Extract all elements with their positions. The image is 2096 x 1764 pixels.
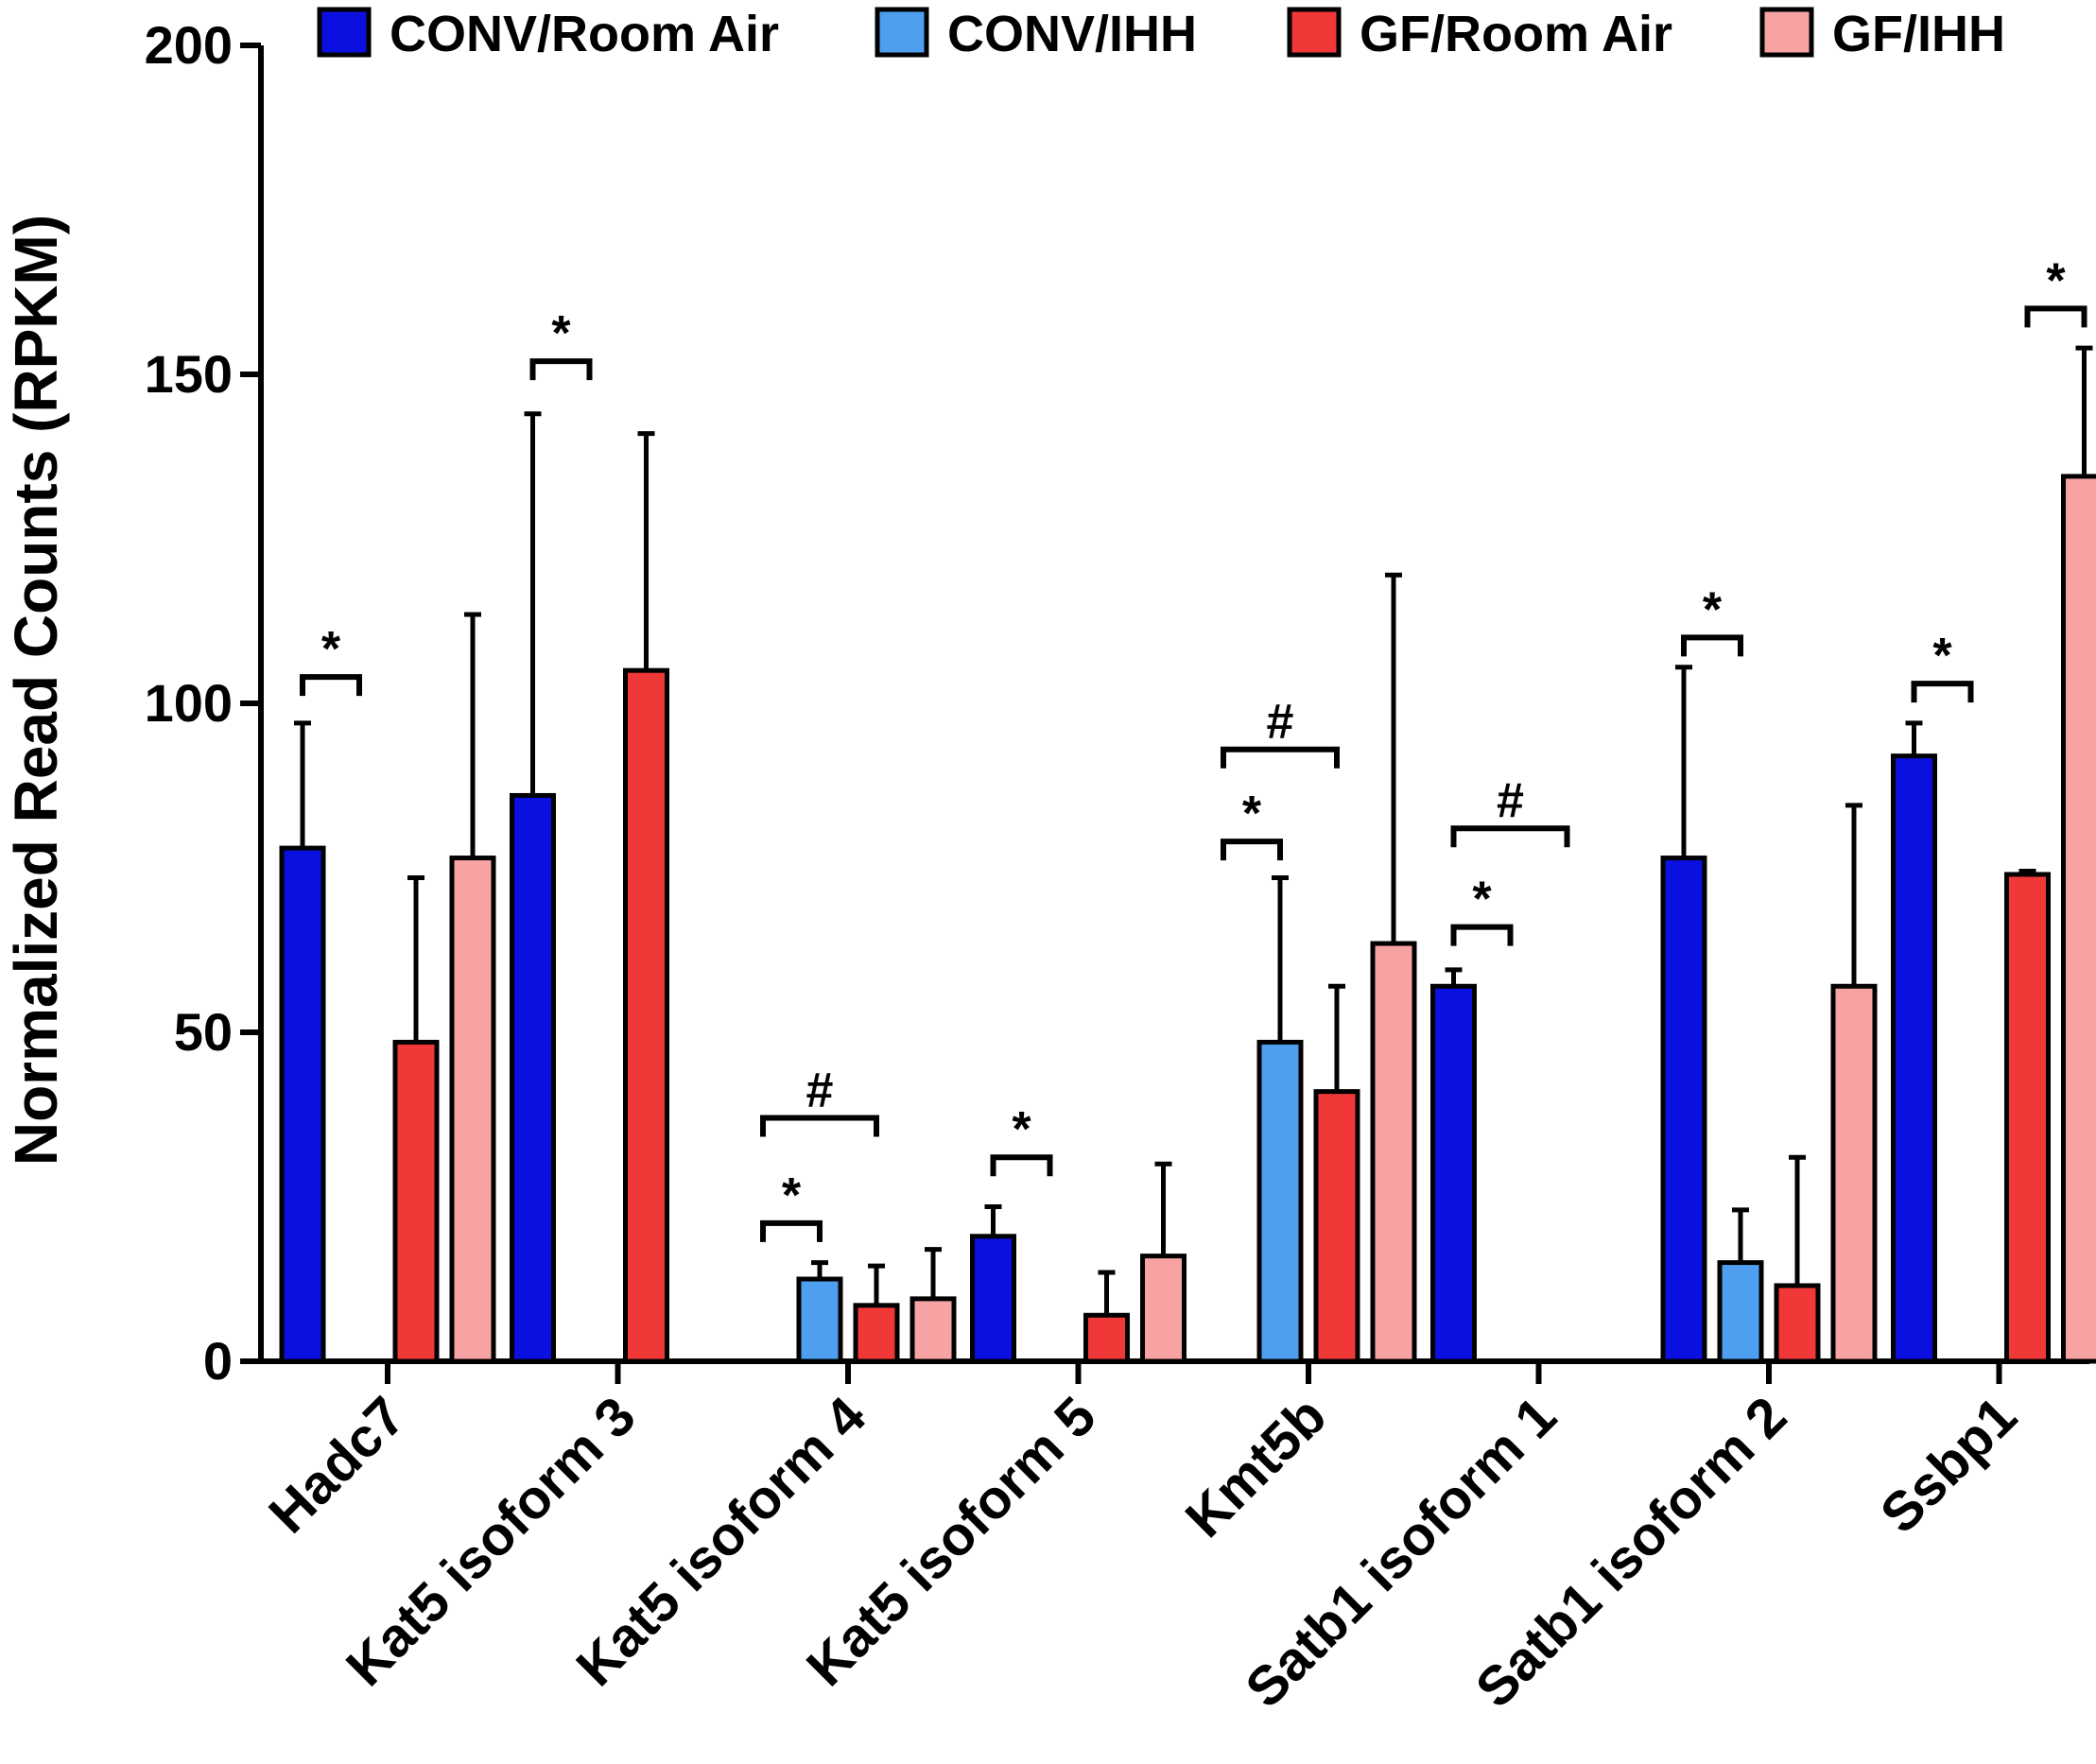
bar-kat5-isoform-4-gf-ihh <box>909 1296 957 1364</box>
bar-kat5-isoform-4-conv-ihh <box>796 1276 843 1364</box>
sig-symbol-satb1-isoform-1-7: * <box>1472 873 1492 927</box>
sig-bracket-kmt5b-6 <box>1221 746 1340 769</box>
significance-annotations: ***#**#*#*** <box>300 253 2087 1242</box>
sig-bracket-kat5-isoform-5-4 <box>990 1154 1053 1177</box>
bar-kat5-isoform-5-gf-room-air <box>1083 1312 1130 1364</box>
bar-hadc7-gf-ihh <box>449 856 496 1364</box>
bar-kat5-isoform-5-gf-ihh <box>1140 1254 1187 1364</box>
y-tick-label-150: 150 <box>145 344 233 404</box>
sig-bracket-satb1-isoform-1-8 <box>1450 825 1570 848</box>
sig-symbol-satb1-isoform-1-8: # <box>1497 773 1524 828</box>
bar-satb1-isoform-2-conv-room-air <box>1660 856 1707 1364</box>
legend-swatch-conv-room-air <box>317 7 372 58</box>
sig-bracket-hadc7-0 <box>300 674 362 697</box>
bar-kmt5b-conv-ihh <box>1256 1039 1304 1364</box>
sig-symbol-kat5-isoform-3-1: * <box>551 306 571 361</box>
bar-kat5-isoform-4-gf-room-air <box>853 1303 900 1364</box>
bar-kmt5b-gf-ihh <box>1370 941 1417 1364</box>
legend-label-conv-ihh: CONV/IHH <box>947 6 1197 62</box>
bar-hadc7-conv-room-air <box>279 845 326 1364</box>
legend-label-conv-room-air: CONV/Room Air <box>390 6 779 62</box>
category-label-kmt5b: Kmt5b <box>1174 1385 1339 1549</box>
bar-hadc7-gf-room-air <box>392 1039 440 1364</box>
legend-label-gf-ihh: GF/IHH <box>1832 6 2005 62</box>
y-tick-label-100: 100 <box>145 673 233 733</box>
category-label-ssbp1: Ssbp1 <box>1869 1385 2029 1545</box>
y-axis-label: Normalized Read Counts (RPKM) <box>2 215 70 1166</box>
bar-satb1-isoform-2-conv-ihh <box>1717 1260 1764 1364</box>
bar-kat5-isoform-3-gf-room-air <box>623 667 669 1364</box>
legend: CONV/Room Air CONV/IHH GF/Room Air GF/IHH <box>317 6 2005 62</box>
bar-kat5-isoform-3-conv-room-air <box>510 792 556 1364</box>
sig-symbol-kat5-isoform-4-3: # <box>806 1063 834 1117</box>
y-tick-label-200: 200 <box>145 15 233 75</box>
sig-bracket-ssbp1-12 <box>2024 305 2087 328</box>
sig-bracket-kat5-isoform-3-1 <box>529 358 593 381</box>
bar-satb1-isoform-2-gf-room-air <box>1774 1283 1821 1364</box>
sig-symbol-kat5-isoform-4-2: * <box>782 1168 802 1223</box>
y-tick-label-50: 50 <box>174 1002 233 1062</box>
y-tick-label-0: 0 <box>203 1331 233 1391</box>
bar-satb1-isoform-1-conv-room-air <box>1430 983 1477 1364</box>
sig-symbol-ssbp1-11: * <box>1932 629 1952 683</box>
legend-swatch-conv-ihh <box>875 7 929 58</box>
sig-symbol-kat5-isoform-5-4: * <box>1012 1102 1031 1157</box>
bar-kmt5b-gf-room-air <box>1313 1089 1360 1364</box>
sig-symbol-kmt5b-6: # <box>1267 695 1294 750</box>
sig-symbol-ssbp1-12: * <box>2046 253 2066 308</box>
sig-symbol-hadc7-0: * <box>321 622 341 677</box>
legend-swatch-gf-ihh <box>1759 7 1814 58</box>
sig-bracket-satb1-isoform-1-7 <box>1450 924 1514 946</box>
bars <box>279 345 2096 1364</box>
sig-symbol-satb1-isoform-2-9: * <box>1703 582 1723 637</box>
legend-swatch-gf-room-air <box>1287 7 1342 58</box>
sig-bracket-kmt5b-5 <box>1221 839 1283 861</box>
bar-ssbp1-gf-ihh <box>2061 474 2096 1364</box>
bar-kat5-isoform-5-conv-room-air <box>970 1234 1016 1364</box>
sig-bracket-kat5-isoform-4-3 <box>760 1115 879 1137</box>
bar-ssbp1-conv-room-air <box>1891 753 1937 1364</box>
bar-ssbp1-gf-room-air <box>2004 872 2051 1364</box>
category-label-hadc7: Hadc7 <box>257 1385 417 1545</box>
sig-bracket-kat5-isoform-4-2 <box>760 1219 823 1242</box>
bar-satb1-isoform-2-gf-ihh <box>1830 983 1878 1364</box>
sig-bracket-satb1-isoform-2-9 <box>1681 634 1743 657</box>
sig-bracket-ssbp1-11 <box>1911 681 1974 703</box>
legend-label-gf-room-air: GF/Room Air <box>1360 6 1672 62</box>
sig-symbol-kmt5b-5: * <box>1242 787 1262 841</box>
